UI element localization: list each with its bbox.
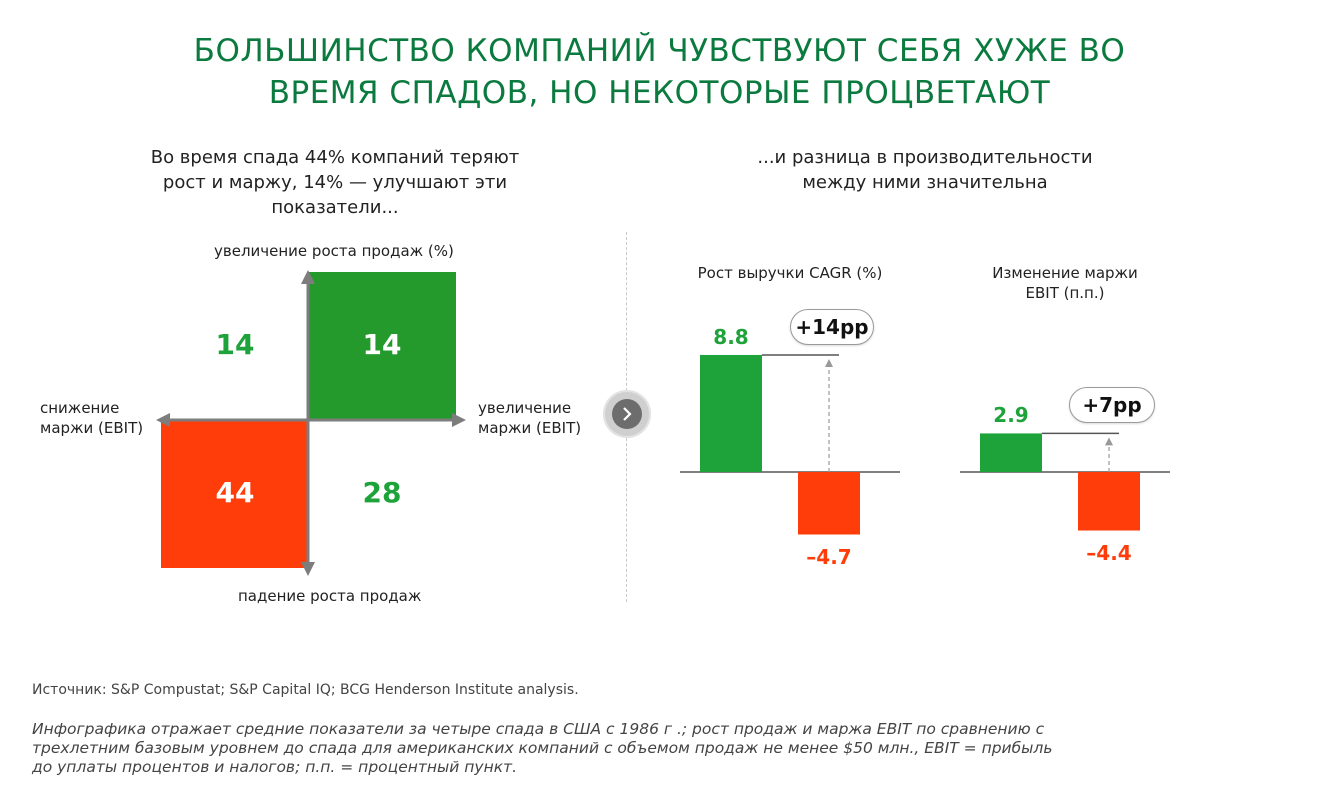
revenue-chart-svg — [680, 354, 900, 535]
margin-chart: 2.9 –4.4 +7pp — [960, 300, 1170, 590]
axis-label-top: увеличение роста продаж (%) — [214, 242, 454, 260]
revenue-bar-label-positive: 8.8 — [713, 324, 749, 349]
axis-label-right-line-1: увеличение — [478, 399, 572, 417]
margin-difference-pill: +7pp — [1069, 387, 1155, 424]
margin-difference-arrow-icon — [1105, 437, 1113, 446]
margin-bar-label-negative: –4.4 — [1086, 540, 1132, 565]
page-title-line-1: БОЛЬШИНСТВО КОМПАНИЙ ЧУВСТВУЮТ СЕБЯ ХУЖЕ… — [193, 33, 1126, 69]
source-text: Источник: S&P Compustat; S&P Capital IQ;… — [32, 682, 579, 698]
axis-label-left-line-2: маржи (EBIT) — [40, 419, 144, 437]
margin-bar-positive — [980, 433, 1042, 472]
chevron-right-icon — [612, 399, 642, 429]
right-heading-line-1: ...и разница в производительности — [757, 147, 1093, 168]
next-button[interactable] — [603, 390, 651, 438]
left-heading-line-1: Во время спада 44% компаний теряют — [150, 147, 520, 168]
left-heading-line-2: рост и маржу, 14% — улучшают эти — [162, 172, 508, 193]
quadrant-chart — [156, 270, 466, 576]
axis-label-right-line-2: маржи (EBIT) — [478, 419, 582, 437]
left-heading: Во время спада 44% компаний теряют рост … — [100, 145, 570, 220]
axis-arrow-right-icon — [452, 413, 466, 427]
quadrant-bottom-left-value: 44 — [215, 476, 255, 509]
quadrant-top-right-value: 14 — [362, 328, 402, 361]
left-heading-line-3: показатели... — [271, 197, 399, 218]
margin-bar-label-positive: 2.9 — [993, 403, 1029, 428]
revenue-difference-arrow-icon — [825, 358, 833, 367]
axis-label-bottom: падение роста продаж — [238, 587, 422, 605]
axis-arrow-down-icon — [301, 562, 315, 576]
footnote-line-3: до уплаты процентов и налогов; п.п. = пр… — [32, 758, 518, 776]
quadrant-bottom-right-value: 28 — [362, 476, 402, 509]
margin-chart-svg — [960, 432, 1170, 531]
quadrant-bottom-left-square — [161, 420, 308, 568]
margin-bar-negative — [1078, 472, 1140, 531]
axis-label-left-line-1: снижение — [40, 399, 120, 417]
axis-label-left: снижение маржи (EBIT) — [40, 398, 143, 438]
right-heading: ...и разница в производительности между … — [690, 145, 1160, 195]
footnote-line-1: Инфографика отражает средние показатели … — [32, 720, 1045, 738]
revenue-chart: 8.8 –4.7 +14pp — [680, 300, 900, 590]
right-heading-line-2: между ними значительна — [802, 172, 1048, 193]
revenue-bar-label-negative: –4.7 — [806, 544, 852, 569]
axis-arrow-up-icon — [301, 270, 315, 284]
revenue-bar-negative — [798, 472, 860, 535]
margin-chart-title-line-2: EBIT (п.п.) — [1025, 284, 1105, 302]
page-title: БОЛЬШИНСТВО КОМПАНИЙ ЧУВСТВУЮТ СЕБЯ ХУЖЕ… — [0, 30, 1319, 114]
page-title-line-2: ВРЕМЯ СПАДОВ, НО НЕКОТОРЫЕ ПРОЦВЕТАЮТ — [268, 75, 1051, 111]
quadrant-top-right-square — [308, 272, 456, 420]
margin-chart-title: Изменение маржи EBIT (п.п.) — [960, 263, 1170, 303]
footnote: Инфографика отражает средние показатели … — [32, 720, 1152, 777]
revenue-chart-title: Рост выручки CAGR (%) — [697, 264, 883, 282]
margin-chart-title-line-1: Изменение маржи — [992, 264, 1138, 282]
axis-arrow-left-icon — [156, 413, 170, 427]
axis-label-right: увеличение маржи (EBIT) — [478, 398, 581, 438]
revenue-difference-pill: +14pp — [790, 308, 874, 345]
quadrant-top-left-value: 14 — [215, 328, 255, 361]
revenue-bar-positive — [700, 354, 762, 472]
footnote-line-2: трехлетним базовым уровнем до спада для … — [32, 739, 1053, 757]
